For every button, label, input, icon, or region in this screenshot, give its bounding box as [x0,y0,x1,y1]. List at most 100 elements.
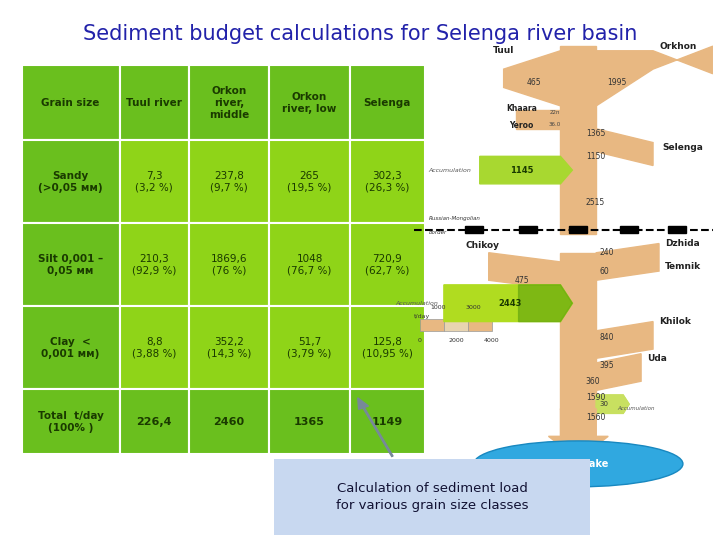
Text: 60: 60 [599,267,609,275]
Text: 2443: 2443 [498,299,521,308]
Bar [269,140,350,224]
Text: 30: 30 [599,401,608,407]
Text: 7,3
(3,2 %): 7,3 (3,2 %) [135,171,173,193]
Bar [120,389,189,454]
Polygon shape [596,129,653,165]
Text: Selenga: Selenga [364,98,411,107]
Text: Sandy
(>0,05 мм): Sandy (>0,05 мм) [38,171,103,193]
Text: Uda: Uda [647,354,667,363]
Text: 1365: 1365 [586,129,606,138]
Text: 1365: 1365 [294,416,325,427]
Text: 4000: 4000 [484,338,500,343]
Bar [120,224,189,306]
Text: Chikoy: Chikoy [466,241,500,251]
Bar [668,226,686,233]
Polygon shape [480,157,572,184]
Text: Dzhida: Dzhida [665,239,700,248]
Text: Clay  <
0,001 мм): Clay < 0,001 мм) [41,337,100,359]
Text: Grain size: Grain size [41,98,100,107]
Text: Calculation of sediment load
for various grain size classes: Calculation of sediment load for various… [336,482,528,512]
Text: Tuul: Tuul [493,46,514,55]
Text: Russian-Mongolian: Russian-Mongolian [429,216,481,221]
Bar [189,389,269,454]
Text: 22n: 22n [550,110,560,115]
Text: Orkon
river,
middle: Orkon river, middle [209,85,249,119]
Text: Silt 0,001 –
0,05 мм: Silt 0,001 – 0,05 мм [38,254,103,276]
Text: 1590: 1590 [586,393,606,402]
Polygon shape [596,395,629,414]
Bar [189,306,269,389]
Bar [620,226,638,233]
Text: 720,9
(62,7 %): 720,9 (62,7 %) [365,254,410,276]
Bar [22,65,120,140]
Polygon shape [503,51,560,106]
Text: t/day: t/day [414,314,431,320]
Bar [465,226,482,233]
Text: Accumulation: Accumulation [617,406,654,411]
Ellipse shape [474,441,683,487]
Text: 475: 475 [514,276,529,285]
Text: 237,8
(9,7 %): 237,8 (9,7 %) [210,171,248,193]
Text: 1149: 1149 [372,416,403,427]
Bar [350,224,425,306]
Bar [269,306,350,389]
Text: 1048
(76,7 %): 1048 (76,7 %) [287,254,332,276]
Bar [22,389,120,454]
Text: 1000: 1000 [430,305,446,310]
Text: 51,7
(3,79 %): 51,7 (3,79 %) [287,337,332,359]
Bar [518,226,536,233]
Text: 2460: 2460 [213,416,245,427]
Bar [120,140,189,224]
Polygon shape [518,285,572,322]
Text: 226,4: 226,4 [136,416,172,427]
Text: 240: 240 [599,248,613,257]
Polygon shape [596,322,653,359]
Bar [350,306,425,389]
Bar [420,319,444,330]
Polygon shape [596,244,659,280]
Bar [120,306,189,389]
Text: 36.0: 36.0 [548,122,560,127]
Bar [269,224,350,306]
Bar [350,389,425,454]
Polygon shape [596,46,713,106]
Text: Yeroo: Yeroo [509,120,534,130]
Text: Orkhon: Orkhon [659,42,696,51]
Bar [468,319,492,330]
Text: Temnik: Temnik [665,262,701,271]
Bar [560,46,596,234]
Bar [189,140,269,224]
Text: Khaara: Khaara [506,104,537,113]
Text: 8,8
(3,88 %): 8,8 (3,88 %) [132,337,176,359]
Bar [189,224,269,306]
Text: Accumulation: Accumulation [428,167,471,173]
Bar [22,306,120,389]
Text: Selenga: Selenga [662,143,703,152]
Bar [269,389,350,454]
Polygon shape [489,253,560,289]
Bar [189,65,269,140]
Bar [22,140,120,224]
Bar [120,65,189,140]
Text: 125,8
(10,95 %): 125,8 (10,95 %) [362,337,413,359]
Text: 840: 840 [599,333,613,342]
Text: Khilok: Khilok [659,317,691,326]
Bar [560,253,596,409]
Bar [269,65,350,140]
Text: Accumulation: Accumulation [395,301,438,306]
Text: Baikal lake: Baikal lake [548,459,608,469]
Text: 0: 0 [418,338,422,343]
Text: 1995: 1995 [608,78,627,87]
Text: 265
(19,5 %): 265 (19,5 %) [287,171,332,193]
Text: Tuul river: Tuul river [126,98,182,107]
Polygon shape [444,285,572,322]
Text: 2515: 2515 [586,198,605,207]
Text: 360: 360 [586,377,600,386]
Text: Sediment budget calculations for Selenga river basin: Sediment budget calculations for Selenga… [83,24,637,44]
Bar [350,140,425,224]
Text: 1150: 1150 [586,152,605,161]
Text: 352,2
(14,3 %): 352,2 (14,3 %) [207,337,251,359]
Bar [22,224,120,306]
Bar [570,226,588,233]
Text: 210,3
(92,9 %): 210,3 (92,9 %) [132,254,176,276]
